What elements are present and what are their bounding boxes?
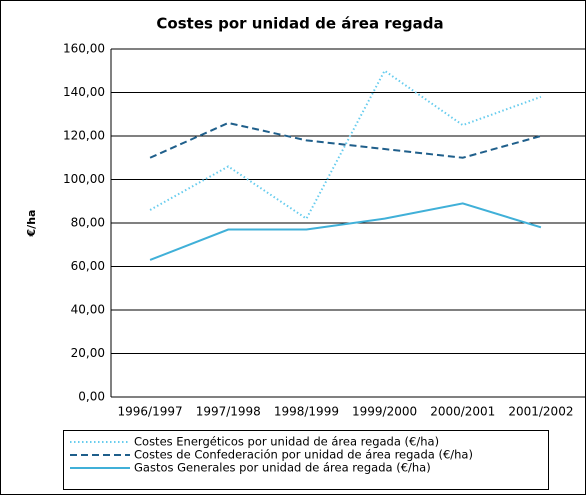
x-tick-label: 1998/1999 <box>274 405 339 419</box>
x-tick-label: 1996/1997 <box>118 405 183 419</box>
y-tick-label: 100,00 <box>63 172 105 186</box>
y-tick-label: 0,00 <box>78 390 105 404</box>
x-tick-label: 1997/1998 <box>196 405 261 419</box>
y-tick-label: 20,00 <box>71 346 105 360</box>
series-line <box>149 121 542 159</box>
y-tick-label: 80,00 <box>71 216 105 230</box>
x-tick-label: 1999/2000 <box>352 405 417 419</box>
y-tick-label: 60,00 <box>71 259 105 273</box>
legend-label: Costes Energéticos por unidad de área re… <box>134 435 439 449</box>
x-tick-label: 2001/2002 <box>508 405 573 419</box>
series-line <box>149 202 542 261</box>
y-tick-label: 140,00 <box>63 85 105 99</box>
y-tick-label: 160,00 <box>63 42 105 56</box>
legend-box <box>63 430 549 490</box>
legend-label: Costes de Confederación por unidad de ár… <box>134 448 473 462</box>
y-tick-label: 40,00 <box>71 303 105 317</box>
chart-title: Costes por unidad de área regada <box>156 15 443 33</box>
y-axis-label: €/ha <box>25 210 38 238</box>
legend-label: Gastos Generales por unidad de área rega… <box>134 461 431 475</box>
y-tick-label: 120,00 <box>63 129 105 143</box>
x-tick-label: 2000/2001 <box>430 405 495 419</box>
